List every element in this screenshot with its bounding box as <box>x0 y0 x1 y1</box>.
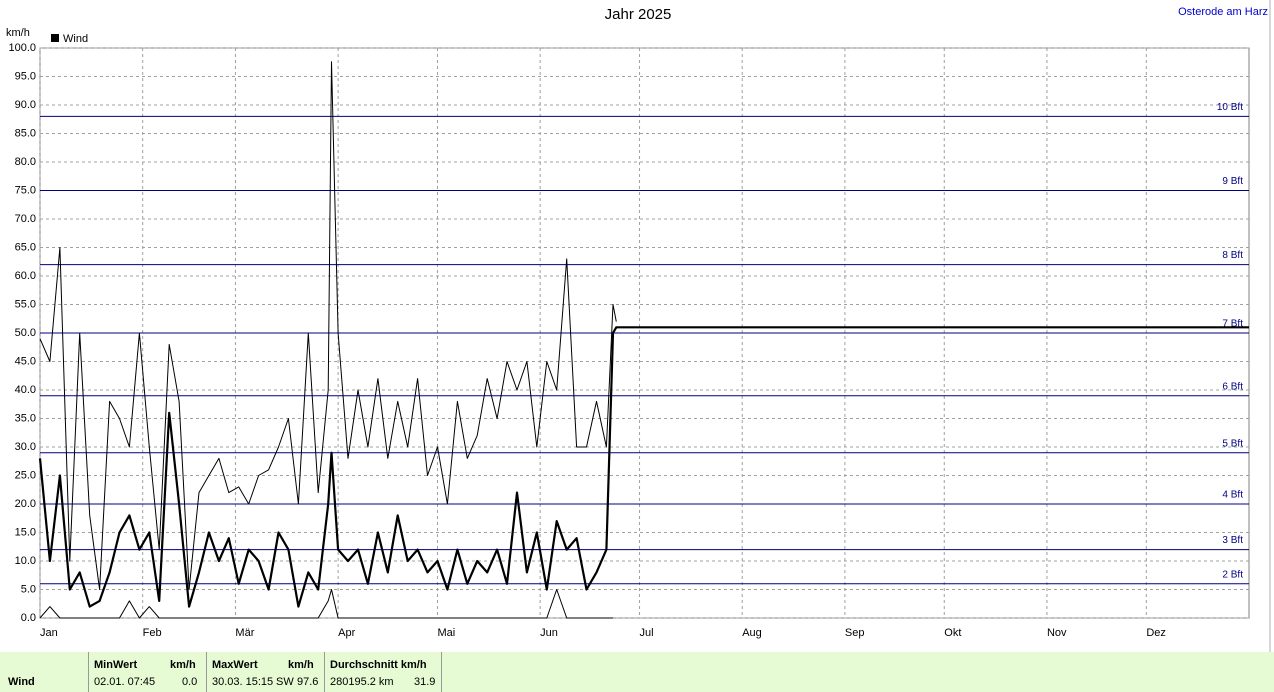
x-tick-label: Apr <box>338 627 355 639</box>
max-header: MaxWert <box>212 659 258 671</box>
beaufort-label: 5 Bft <box>1222 438 1243 449</box>
y-tick-label: 0.0 <box>21 612 36 624</box>
beaufort-label: 3 Bft <box>1222 535 1243 546</box>
beaufort-label: 9 Bft <box>1222 176 1243 187</box>
y-tick-label: 80.0 <box>15 156 36 168</box>
x-tick-label: Dez <box>1146 627 1166 639</box>
y-tick-label: 10.0 <box>15 555 36 567</box>
y-tick-label: 5.0 <box>21 583 36 595</box>
chart: Jahr 2025 Osterode am Harz km/h Wind 0.0… <box>6 0 1271 652</box>
series-line <box>39 61 617 590</box>
y-tick-label: 65.0 <box>15 241 36 253</box>
x-tick-label: Mär <box>235 627 254 639</box>
y-tick-label: 50.0 <box>15 327 36 339</box>
y-tick-label: 60.0 <box>15 270 36 282</box>
x-tick-label: Jul <box>640 627 654 639</box>
row-label: Wind <box>8 676 35 688</box>
y-tick-label: 85.0 <box>15 127 36 139</box>
y-tick-label: 25.0 <box>15 469 36 481</box>
x-tick-label: Jun <box>540 627 558 639</box>
y-tick-label: 100.0 <box>8 42 36 54</box>
x-tick-label: Aug <box>742 627 762 639</box>
y-tick-label: 15.0 <box>15 526 36 538</box>
y-tick-label: 90.0 <box>15 99 36 111</box>
min-header: MinWert <box>94 659 138 671</box>
y-tick-label: 55.0 <box>15 298 36 310</box>
beaufort-label: 4 Bft <box>1222 490 1243 501</box>
y-tick-label: 70.0 <box>15 213 36 225</box>
series-line <box>39 589 613 619</box>
beaufort-label: 6 Bft <box>1222 381 1243 392</box>
beaufort-label: 2 Bft <box>1222 569 1243 580</box>
x-tick-label: Sep <box>845 627 865 639</box>
stats-footer: Wind MinWert km/h 02.01. 07:45 0.0 MaxWe… <box>0 652 1274 692</box>
x-tick-label: Okt <box>944 627 961 639</box>
y-tick-label: 95.0 <box>15 70 36 82</box>
location: Osterode am Harz <box>1178 6 1268 18</box>
y-tick-label: 75.0 <box>15 184 36 196</box>
max-unit: km/h <box>288 659 314 671</box>
x-tick-label: Feb <box>143 627 162 639</box>
chart-title: Jahr 2025 <box>605 6 672 23</box>
min-time: 02.01. 07:45 <box>94 676 156 688</box>
y-tick-label: 35.0 <box>15 412 36 424</box>
min-unit: km/h <box>170 659 196 671</box>
y-tick-label: 30.0 <box>15 441 36 453</box>
beaufort-label: 8 Bft <box>1222 250 1243 261</box>
avg-header: Durchschnitt km/h <box>330 659 427 671</box>
y-tick-label: 20.0 <box>15 498 36 510</box>
min-value: 0.0 <box>182 676 198 688</box>
max-direction: SW <box>276 676 294 688</box>
max-time: 30.03. 15:15 <box>212 676 274 688</box>
y-tick-label: 40.0 <box>15 384 36 396</box>
series-line <box>38 326 1249 608</box>
x-tick-label: Jan <box>40 627 58 639</box>
x-tick-label: Mai <box>437 627 455 639</box>
avg-distance: 280195.2 km <box>330 676 394 688</box>
beaufort-label: 7 Bft <box>1222 319 1243 330</box>
max-value: 97.6 <box>297 676 319 688</box>
x-tick-label: Nov <box>1047 627 1067 639</box>
avg-value: 31.9 <box>414 676 436 688</box>
legend-swatch <box>51 34 59 42</box>
y-axis-label: km/h <box>6 27 30 39</box>
legend-label: Wind <box>63 33 88 45</box>
beaufort-label: 10 Bft <box>1217 102 1243 113</box>
y-tick-label: 45.0 <box>15 355 36 367</box>
